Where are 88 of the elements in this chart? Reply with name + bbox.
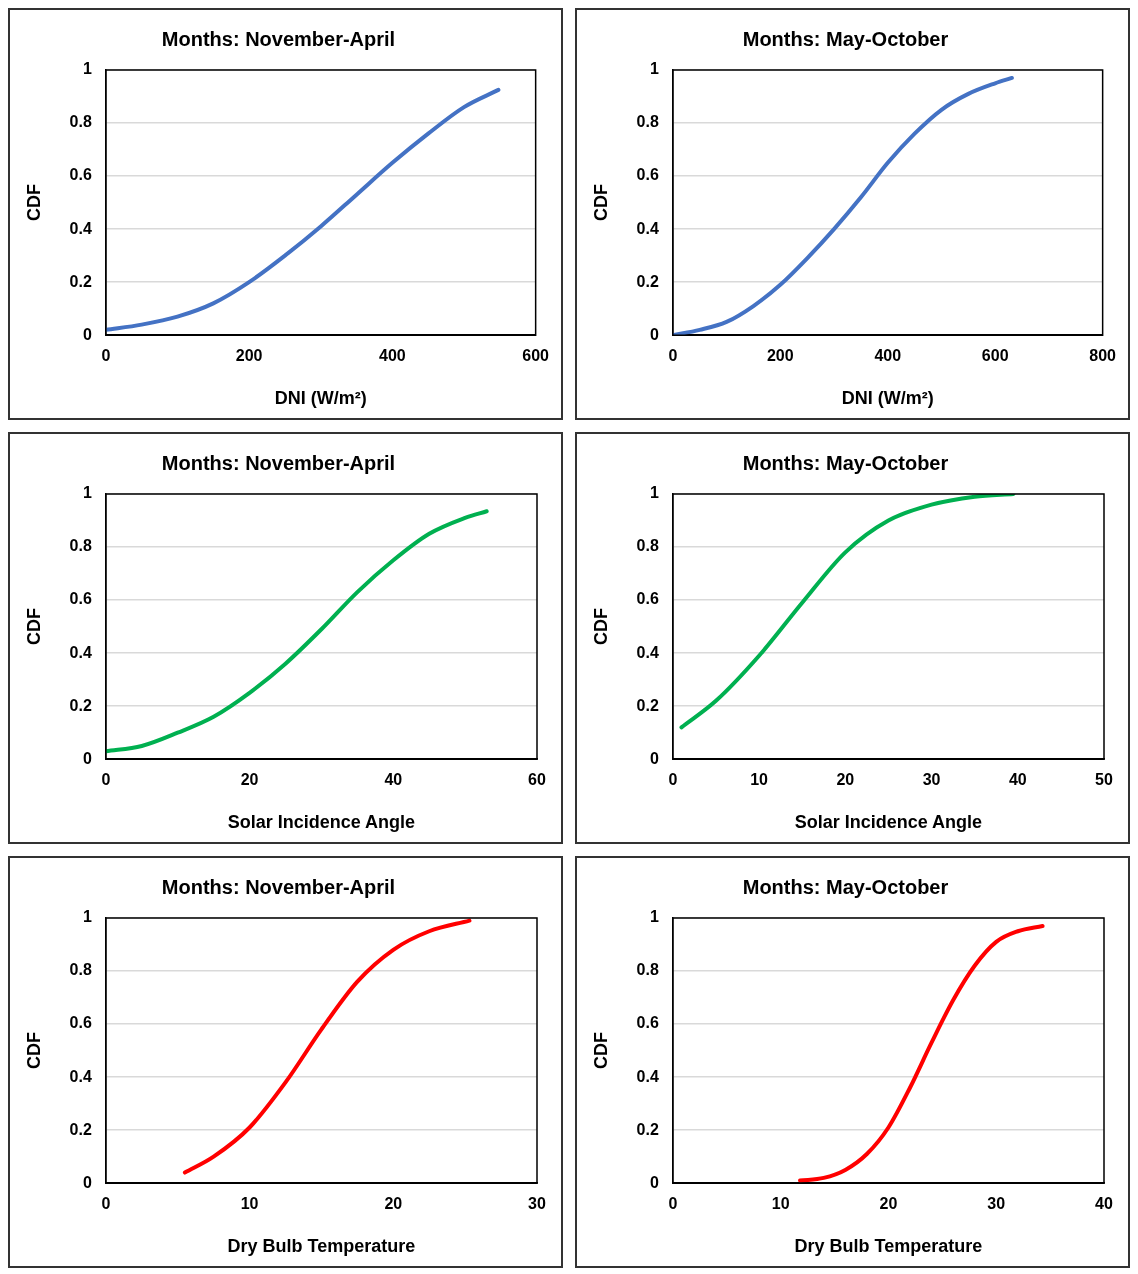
y-tick-label: 0.8: [636, 961, 659, 979]
x-tick-label: 0: [668, 1195, 678, 1213]
line-series: [105, 509, 489, 754]
x-tick-label: 30: [987, 1195, 1006, 1213]
y-tick-label: 0.4: [69, 643, 92, 661]
x-tick-label: 40: [1008, 771, 1027, 789]
x-tick-label: 200: [235, 347, 263, 365]
x-axis-title: Solar Incidence Angle: [227, 812, 416, 833]
x-tick-label: 60: [528, 771, 546, 789]
x-tick-label: 600: [522, 347, 550, 365]
chart-title: Months: November-April: [161, 875, 396, 898]
y-tick-label: 1: [649, 60, 659, 78]
y-axis-title: CDF: [590, 608, 611, 646]
x-tick-label: 0: [668, 347, 678, 365]
y-tick-label: 1: [82, 484, 92, 502]
y-tick-label: 0: [82, 1173, 92, 1191]
y-axis-title: CDF: [23, 608, 44, 646]
x-tick-label: 20: [836, 771, 855, 789]
x-tick-label: 0: [668, 771, 678, 789]
chart-title: Months: May-October: [742, 875, 949, 898]
y-tick-label: 1: [82, 908, 92, 926]
y-tick-label: 0.2: [636, 1120, 659, 1138]
y-tick-label: 0.4: [636, 1067, 659, 1085]
y-tick-label: 0.8: [636, 113, 659, 131]
y-axis-title: CDF: [590, 1032, 611, 1070]
y-tick-label: 0.8: [69, 537, 92, 555]
x-axis-title: DNI (W/m²): [841, 388, 934, 409]
line-series: [672, 75, 1014, 336]
x-tick-label: 200: [766, 347, 794, 365]
x-tick-label: 30: [528, 1195, 546, 1213]
y-tick-label: 0.4: [636, 643, 659, 661]
x-axis-title: DNI (W/m²): [274, 388, 367, 409]
x-axis-title: Solar Incidence Angle: [794, 812, 983, 833]
x-tick-label: 40: [1095, 1195, 1113, 1213]
x-tick-label: 10: [750, 771, 769, 789]
y-tick-label: 0: [649, 1173, 659, 1191]
y-axis-title: CDF: [590, 184, 611, 222]
chart-title: Months: May-October: [742, 27, 949, 50]
x-tick-label: 600: [981, 347, 1009, 365]
y-tick-label: 0.8: [636, 537, 659, 555]
x-tick-label: 10: [771, 1195, 790, 1213]
x-tick-label: 20: [879, 1195, 898, 1213]
x-tick-label: 50: [1095, 771, 1113, 789]
y-tick-label: 0.6: [69, 1014, 92, 1032]
y-axis-title: CDF: [23, 184, 44, 222]
y-tick-label: 0.8: [69, 961, 92, 979]
y-tick-label: 0.6: [636, 166, 659, 184]
x-tick-label: 0: [101, 771, 111, 789]
x-tick-label: 0: [101, 1195, 111, 1213]
y-tick-label: 0.6: [636, 1014, 659, 1032]
x-tick-label: 800: [1089, 347, 1117, 365]
y-tick-label: 0.2: [69, 1120, 92, 1138]
y-tick-label: 1: [82, 60, 92, 78]
y-tick-label: 0.2: [69, 696, 92, 714]
y-axis-title: CDF: [23, 1032, 44, 1070]
x-tick-label: 20: [240, 771, 259, 789]
y-tick-label: 0: [649, 325, 659, 343]
y-tick-label: 0.4: [636, 219, 659, 237]
line-series: [679, 494, 1016, 730]
y-tick-label: 0: [649, 749, 659, 767]
y-tick-label: 0.2: [69, 272, 92, 290]
y-tick-label: 0.6: [636, 590, 659, 608]
y-tick-label: 0.6: [69, 590, 92, 608]
line-series: [105, 87, 501, 332]
chart-title: Months: November-April: [161, 27, 396, 50]
line-series: [798, 923, 1045, 1183]
x-tick-label: 400: [379, 347, 406, 365]
line-series: [182, 918, 472, 1175]
y-tick-label: 0: [82, 749, 92, 767]
y-tick-label: 0.2: [636, 272, 659, 290]
y-tick-label: 1: [649, 908, 659, 926]
y-tick-label: 0.6: [69, 166, 92, 184]
x-tick-label: 0: [101, 347, 111, 365]
x-tick-label: 10: [240, 1195, 259, 1213]
y-tick-label: 0.2: [636, 696, 659, 714]
x-axis-title: Dry Bulb Temperature: [227, 1236, 416, 1257]
x-axis-title: Dry Bulb Temperature: [794, 1236, 983, 1257]
chart-title: Months: May-October: [742, 451, 949, 474]
x-tick-label: 40: [384, 771, 403, 789]
y-tick-label: 0.4: [69, 1067, 92, 1085]
x-tick-label: 400: [874, 347, 902, 365]
chart-title: Months: November-April: [161, 451, 396, 474]
y-tick-label: 1: [649, 484, 659, 502]
y-tick-label: 0.4: [69, 219, 92, 237]
y-tick-label: 0: [82, 325, 92, 343]
x-tick-label: 20: [384, 1195, 403, 1213]
y-tick-label: 0.8: [69, 113, 92, 131]
x-tick-label: 30: [922, 771, 941, 789]
